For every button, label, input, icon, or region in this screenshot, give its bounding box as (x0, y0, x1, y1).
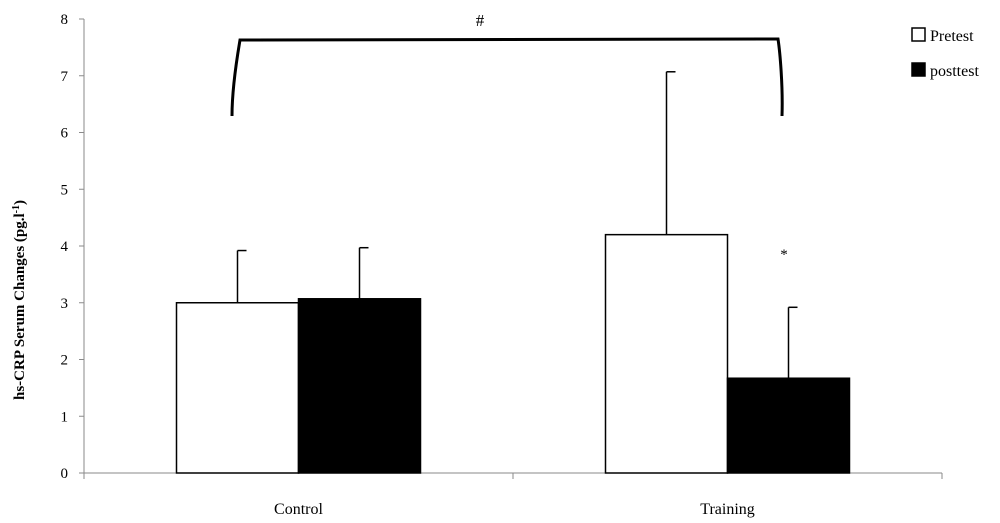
bar-pretest-control (175, 302, 300, 474)
y-tick-label: 0 (61, 466, 69, 482)
bar-pretest-training (604, 233, 729, 474)
bar-posttest-control (297, 298, 422, 474)
y-tick-label: 2 (61, 353, 69, 369)
bars (175, 233, 851, 474)
y-tick-label: 4 (61, 239, 69, 255)
legend-label-pretest: Pretest (930, 28, 974, 45)
error-bars (236, 71, 798, 379)
legend-swatch-posttest (911, 62, 926, 77)
group-significance-mark: # (476, 11, 485, 30)
within-significance-mark: * (780, 247, 788, 263)
y-tick-label: 8 (61, 12, 69, 28)
y-axis-label: hs-CRP Serum Changes (pg.l-1) (11, 200, 29, 400)
significance-bracket (230, 37, 784, 117)
x-category-label: Control (274, 501, 323, 518)
y-tick-label: 5 (61, 182, 69, 198)
legend: Pretest posttest (911, 27, 979, 80)
y-tick-label: 6 (61, 126, 69, 142)
bar-posttest-training (726, 377, 851, 474)
y-tick-label: 7 (61, 69, 69, 85)
y-tick-label: 3 (61, 296, 69, 312)
y-tick-label: 1 (61, 409, 69, 425)
legend-label-posttest: posttest (930, 63, 979, 80)
legend-swatch-pretest (911, 27, 926, 42)
x-category-label: Training (700, 501, 755, 518)
